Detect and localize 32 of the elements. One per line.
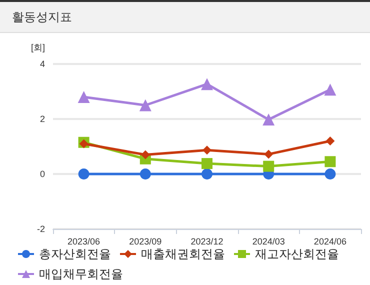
legend-label: 총자산회전율 — [39, 247, 111, 261]
legend-label: 매출채권회전율 — [141, 247, 225, 261]
point — [324, 156, 336, 168]
point — [324, 84, 336, 96]
point — [140, 150, 150, 160]
point — [202, 168, 212, 180]
point — [202, 158, 212, 170]
chart-title: 활동성지표 — [0, 0, 370, 33]
point — [140, 168, 151, 180]
point — [326, 136, 335, 146]
legend-label: 매입채무회전율 — [39, 267, 123, 281]
x-tick-label: 2023/09 — [129, 236, 162, 246]
x-tick-label: 2023/06 — [68, 236, 100, 246]
point — [201, 78, 213, 90]
y-tick-label: 0 — [40, 169, 45, 179]
legend-label: 재고자산회전율 — [255, 247, 339, 261]
y-tick-label: 4 — [40, 59, 45, 69]
point — [139, 99, 152, 112]
point — [202, 146, 212, 155]
x-tick-label: 2023/12 — [190, 236, 224, 246]
point — [79, 139, 88, 148]
y-axis-title: [회] — [30, 42, 45, 52]
point — [78, 91, 90, 103]
y-tick-label: 2 — [40, 114, 45, 124]
x-tick-label: 2024/06 — [314, 236, 346, 246]
point — [78, 168, 90, 180]
point — [263, 160, 274, 172]
x-tick-label: 2024/03 — [252, 236, 285, 246]
point — [262, 114, 275, 126]
point — [264, 150, 274, 159]
y-tick-label: -2 — [36, 224, 45, 234]
point — [324, 168, 336, 180]
